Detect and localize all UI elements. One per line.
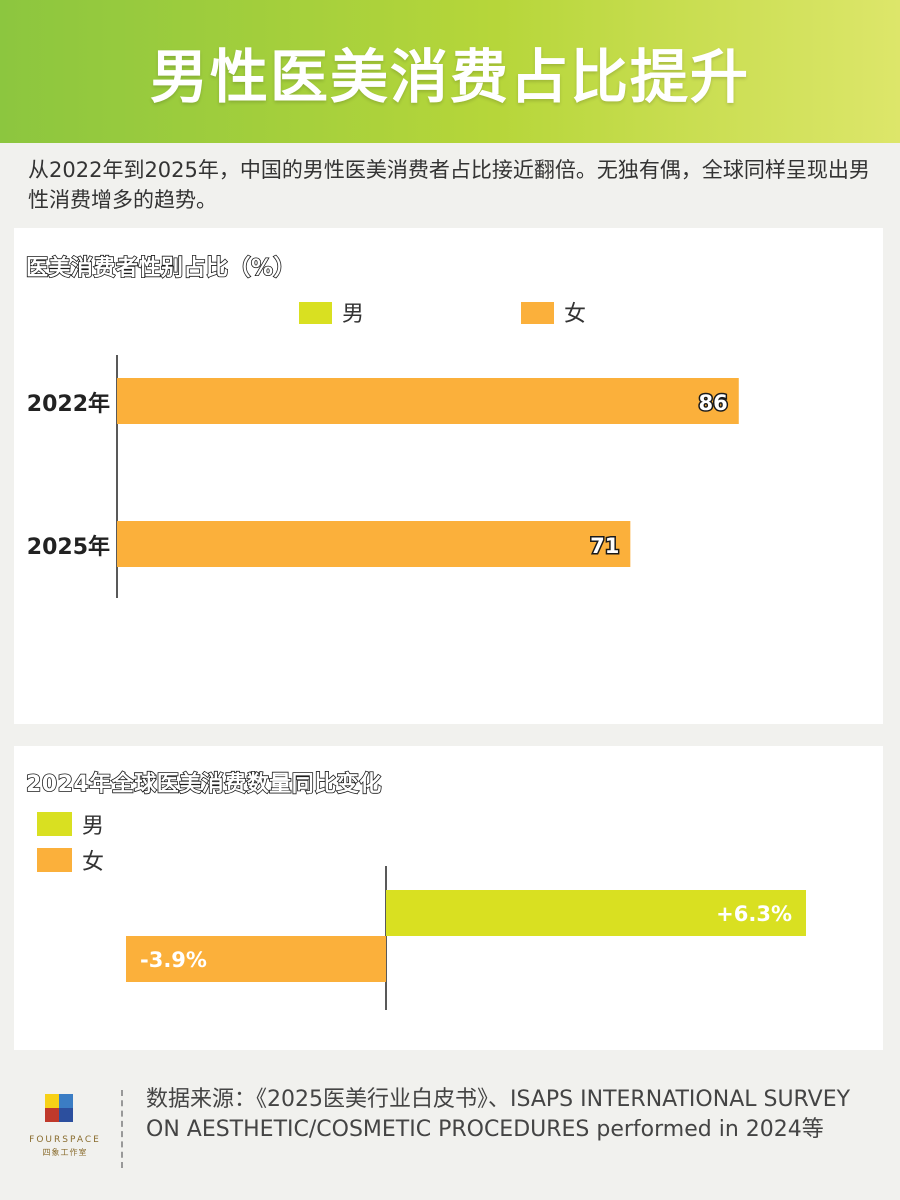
footer-divider	[121, 1090, 123, 1168]
logo-block-navy	[59, 1108, 73, 1122]
gender-share-card: 医美消费者性别占比（%） 男女2022年14862025年2971	[14, 228, 883, 724]
page-title: 男性医美消费占比提升	[149, 42, 750, 111]
legend-label-0: 男	[82, 814, 104, 839]
bar-female	[117, 521, 631, 567]
fourspace-logo: FOURSPACE 四象工作室	[29, 1094, 101, 1157]
legend-label-0: 男	[342, 302, 364, 327]
data-label: +6.3%	[716, 902, 792, 926]
logo-subtext: 四象工作室	[43, 1147, 88, 1157]
legend-swatch-0	[299, 302, 332, 324]
chart2-title: 2024年全球医美消费数量同比变化	[25, 771, 382, 798]
bar-male	[386, 890, 806, 936]
category-label: 2022年	[27, 391, 110, 417]
chart1-title: 医美消费者性别占比（%）	[25, 255, 297, 282]
legend-swatch-0	[37, 812, 72, 836]
logo-block-yellow	[45, 1094, 59, 1108]
intro-text: 从2022年到2025年，中国的男性医美消费者占比接近翻倍。无独有偶，全球同样呈…	[28, 158, 870, 212]
logo-text: FOURSPACE	[29, 1135, 101, 1145]
category-label: 2025年	[27, 534, 110, 560]
data-label: -3.9%	[140, 948, 207, 972]
yoy-change-card: 2024年全球医美消费数量同比变化 男女 +6.3% -3.9%	[14, 746, 883, 1050]
gender-share-chart: 男女2022年14862025年2971	[27, 302, 739, 598]
logo-block-blue	[59, 1094, 73, 1108]
legend-label-1: 女	[564, 302, 586, 327]
legend-swatch-1	[521, 302, 554, 324]
data-label: 86	[699, 391, 728, 415]
data-source: 数据来源：《2025医美行业白皮书》、ISAPS INTERNATIONAL S…	[146, 1087, 851, 1142]
bar-female	[126, 936, 386, 982]
logo-block-red	[45, 1108, 59, 1122]
legend-swatch-1	[37, 848, 72, 872]
header-banner: 男性医美消费占比提升	[0, 0, 900, 143]
yoy-change-chart: 男女 +6.3% -3.9%	[37, 812, 806, 1010]
data-label: 71	[590, 534, 619, 558]
legend-label-1: 女	[82, 850, 104, 875]
bar-female	[117, 378, 739, 424]
